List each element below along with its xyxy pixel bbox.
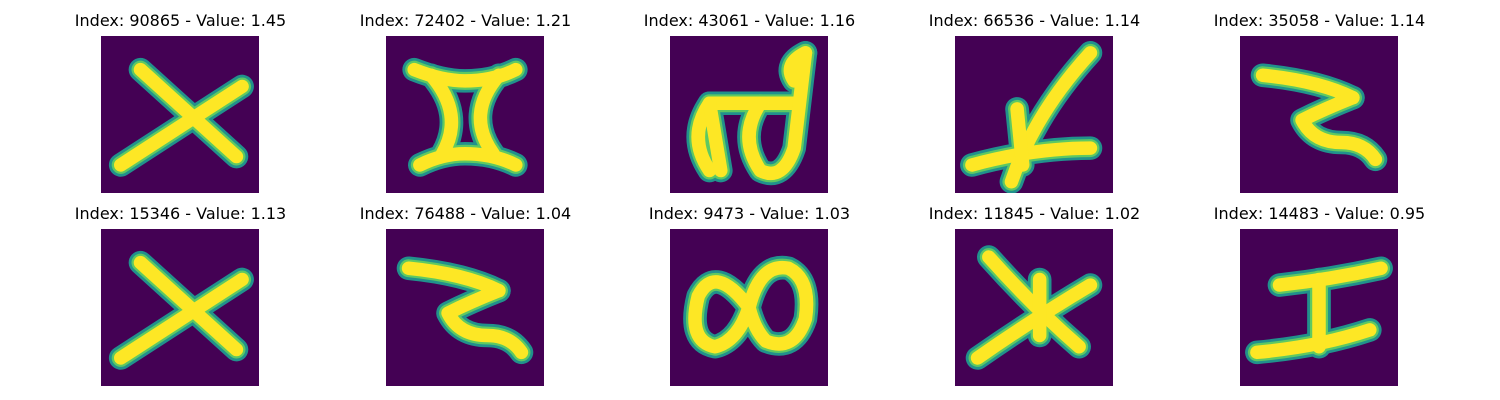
glyph-strokes (402, 57, 528, 177)
glyph-stroke (702, 96, 728, 178)
image-panel: Index: 9473 - Value: 1.03 (607, 204, 892, 394)
panel-title: Index: 14483 - Value: 0.95 (1213, 204, 1426, 223)
digit-image (670, 229, 828, 386)
panel-title: Index: 11845 - Value: 1.02 (928, 204, 1141, 223)
digit-image (670, 36, 828, 193)
digit-image (101, 229, 259, 386)
glyph-stroke (742, 46, 813, 181)
glyph-strokes (686, 41, 818, 186)
glyph-stroke (688, 260, 814, 354)
image-panel: Index: 76488 - Value: 1.04 (323, 204, 608, 394)
digit-image (101, 36, 259, 193)
glyph-stroke (1272, 261, 1388, 292)
glyph-stroke (783, 46, 813, 88)
panel-title: Index: 9473 - Value: 1.03 (648, 204, 851, 223)
glyph-strokes (965, 245, 1103, 370)
glyph-stroke (413, 147, 523, 172)
digit-image (386, 36, 544, 193)
glyph-stroke (113, 272, 249, 365)
digit-image (1240, 36, 1398, 193)
panel-title: Index: 43061 - Value: 1.16 (643, 11, 856, 30)
digit-image (1240, 229, 1398, 386)
glyph-strokes (1250, 63, 1388, 172)
image-panel: Index: 14483 - Value: 0.95 (1177, 204, 1462, 394)
image-panel: Index: 90865 - Value: 1.45 (38, 11, 323, 201)
glyph-stroke (473, 68, 506, 161)
image-panel: Index: 11845 - Value: 1.02 (892, 204, 1177, 394)
glyph-strokes (683, 255, 819, 359)
panel-title: Index: 15346 - Value: 1.13 (74, 204, 287, 223)
panel-title: Index: 72402 - Value: 1.21 (359, 11, 572, 30)
image-panel: Index: 66536 - Value: 1.14 (892, 11, 1177, 201)
glyph-stroke (1010, 102, 1030, 172)
glyph-stroke (1295, 90, 1383, 167)
image-panel: Index: 72402 - Value: 1.21 (323, 11, 608, 201)
panel-title: Index: 66536 - Value: 1.14 (928, 11, 1141, 30)
glyph-stroke (965, 141, 1098, 172)
glyph-strokes (108, 57, 254, 177)
glyph-stroke (133, 62, 244, 164)
glyph-strokes (396, 256, 534, 365)
digit-image (386, 229, 544, 386)
panel-title: Index: 90865 - Value: 1.45 (74, 11, 287, 30)
digit-image (955, 229, 1113, 386)
glyph-strokes (1245, 256, 1393, 365)
glyph-strokes (108, 250, 254, 370)
panel-title: Index: 35058 - Value: 1.14 (1213, 11, 1426, 30)
glyph-strokes (960, 41, 1103, 193)
glyph-stroke (133, 255, 244, 357)
digit-image (955, 36, 1113, 193)
image-panel: Index: 15346 - Value: 1.13 (38, 204, 323, 394)
panel-title: Index: 76488 - Value: 1.04 (359, 204, 572, 223)
glyph-stroke (424, 68, 459, 161)
glyph-stroke (113, 79, 249, 172)
image-panel: Index: 43061 - Value: 1.16 (607, 11, 892, 201)
glyph-stroke (441, 283, 529, 360)
image-panel: Index: 35058 - Value: 1.14 (1177, 11, 1462, 201)
